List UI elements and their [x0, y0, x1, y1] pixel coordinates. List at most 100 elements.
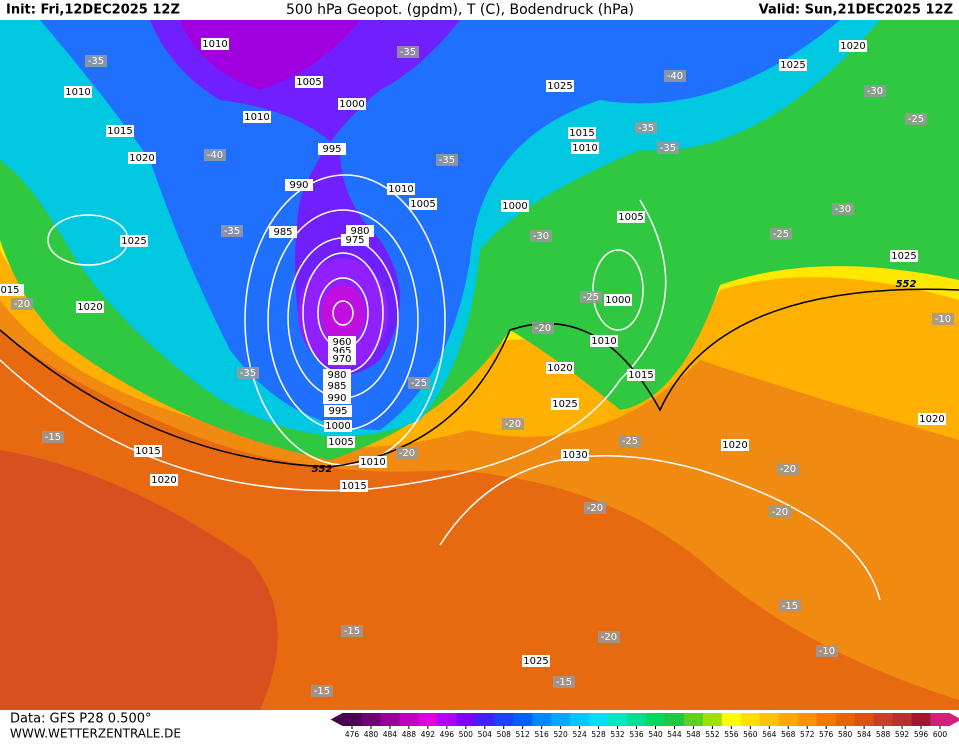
- colorbar-tick-label: 520: [553, 730, 568, 739]
- colorbar-swatch: [873, 713, 894, 726]
- isobar-label-box: [285, 179, 313, 191]
- temp-label: -10: [935, 314, 951, 325]
- isobar-label: 960: [332, 337, 351, 348]
- colorbar-swatch: [797, 713, 818, 726]
- temp-label: -30: [835, 204, 851, 215]
- temp-label: -35: [88, 56, 104, 67]
- isobar-label-box: [324, 405, 352, 417]
- colorbar-tick-label: 544: [667, 730, 682, 739]
- temp-label-box: [779, 600, 801, 612]
- colorbar-tick-label: 568: [781, 730, 796, 739]
- isobar-label-box: [243, 111, 271, 123]
- temp-label: -25: [908, 114, 924, 125]
- isobar-label: 1020: [547, 363, 572, 374]
- colorbar-tick-label: 480: [364, 730, 379, 739]
- isobar-label-box: [76, 301, 104, 313]
- temp-label-box: [502, 418, 524, 430]
- isobar-label-box: [546, 80, 574, 92]
- colorbar-tick-label: 588: [876, 730, 891, 739]
- isobar-label-box: [617, 211, 645, 223]
- colorbar-tick-label: 552: [705, 730, 720, 739]
- temp-label-box: [237, 367, 259, 379]
- colorbar-swatch: [930, 713, 950, 726]
- colorbar-tick-label: 592: [895, 730, 910, 739]
- colorbar-swatch: [854, 713, 875, 726]
- colorbar-swatch: [494, 713, 514, 726]
- colorbar-tick-label: 584: [857, 730, 872, 739]
- temp-label-box: [580, 291, 602, 303]
- temp-label: -35: [240, 368, 256, 379]
- temp-label: -10: [819, 646, 835, 657]
- isobar-label: 1030: [562, 450, 587, 461]
- colorbar-swatch: [551, 713, 571, 726]
- isobar-label: 995: [328, 406, 347, 417]
- temp-label-box: [664, 70, 686, 82]
- isobar-label-box: [201, 38, 229, 50]
- temp-label-box: [436, 154, 458, 166]
- colorbar-swatch: [683, 713, 704, 726]
- isobar-label-box: [409, 198, 437, 210]
- temp-label: -20: [505, 419, 521, 430]
- temp-label-box: [42, 431, 64, 443]
- temp-label-box: [932, 313, 954, 325]
- colorbar-tick-label: 528: [591, 730, 606, 739]
- isobar-label: 1010: [572, 143, 597, 154]
- temp-label: -20: [601, 632, 617, 643]
- colorbar-tick-label: 476: [345, 730, 360, 739]
- isobar-label: 1005: [328, 437, 353, 448]
- temp-label-box: [777, 463, 799, 475]
- header-bar: [0, 0, 959, 20]
- isobar-label: 970: [332, 354, 351, 365]
- colorbar-swatch: [759, 713, 780, 726]
- colorbar-swatch: [835, 713, 856, 726]
- temp-label: -20: [14, 299, 30, 310]
- temp-label-box: [341, 625, 363, 637]
- colorbar-swatch: [740, 713, 761, 726]
- isobar-label-box: [64, 86, 92, 98]
- isobar-label: 1020: [919, 414, 944, 425]
- colorbar-swatch: [342, 713, 362, 726]
- colorbar-tick-label: 484: [383, 730, 398, 739]
- temp-label-box: [532, 322, 554, 334]
- colorbar-swatch: [608, 713, 628, 726]
- colorbar-tick-label: 596: [914, 730, 929, 739]
- isobar-label: 1025: [121, 236, 146, 247]
- isobar-label: 985: [327, 381, 346, 392]
- isobar-label-box: [128, 152, 156, 164]
- isobar-label-box: [318, 143, 346, 155]
- temp-label: -20: [535, 323, 551, 334]
- isobar-label: 965: [332, 346, 351, 357]
- colorbar-tick-label: 572: [800, 730, 815, 739]
- colorbar-swatch: [532, 713, 552, 726]
- isobar-label: 1015: [628, 370, 653, 381]
- temp-label: -15: [45, 432, 61, 443]
- temp-label: -35: [224, 226, 240, 237]
- isobar-label-box: [568, 127, 596, 139]
- isobar-label-box: [571, 142, 599, 154]
- temp-label: -20: [399, 448, 415, 459]
- isobar-label: 015: [0, 285, 19, 296]
- temp-label-box: [635, 122, 657, 134]
- colorbar-swatch: [570, 713, 590, 726]
- colorbar-tick-label: 536: [629, 730, 644, 739]
- isobar-label: 1020: [722, 440, 747, 451]
- map-title: 500 hPa Geopot. (gpdm), T (C), Bodendruc…: [286, 2, 634, 18]
- temp-label-box: [396, 447, 418, 459]
- isobar-label: 1000: [339, 99, 364, 110]
- isobar-label: 1020: [151, 475, 176, 486]
- isobar-label: 1015: [107, 126, 132, 137]
- isobar-label-box: [327, 436, 355, 448]
- temp-label: -30: [533, 231, 549, 242]
- temp-label-box: [584, 502, 606, 514]
- colorbar-tick-label: 512: [516, 730, 531, 739]
- isobar-label-box: [387, 183, 415, 195]
- temp-label: -15: [344, 626, 360, 637]
- isobar-label-box: [323, 392, 351, 404]
- temp-label-box: [204, 149, 226, 161]
- temp-label-box: [11, 298, 33, 310]
- isobar-label-box: [120, 235, 148, 247]
- colorbar-swatch: [721, 713, 742, 726]
- temp-label-box: [864, 85, 886, 97]
- isobar-label-box: [106, 125, 134, 137]
- temp-label-box: [816, 645, 838, 657]
